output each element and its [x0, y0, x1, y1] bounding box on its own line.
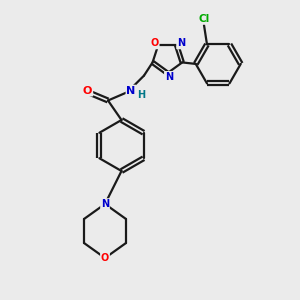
- Text: H: H: [137, 90, 146, 100]
- Text: N: N: [101, 199, 109, 209]
- Text: N: N: [127, 85, 136, 96]
- Text: O: O: [151, 38, 159, 49]
- Text: O: O: [83, 85, 92, 96]
- Text: N: N: [177, 38, 185, 49]
- Text: N: N: [165, 72, 173, 82]
- Text: Cl: Cl: [198, 14, 210, 24]
- Text: O: O: [101, 253, 109, 263]
